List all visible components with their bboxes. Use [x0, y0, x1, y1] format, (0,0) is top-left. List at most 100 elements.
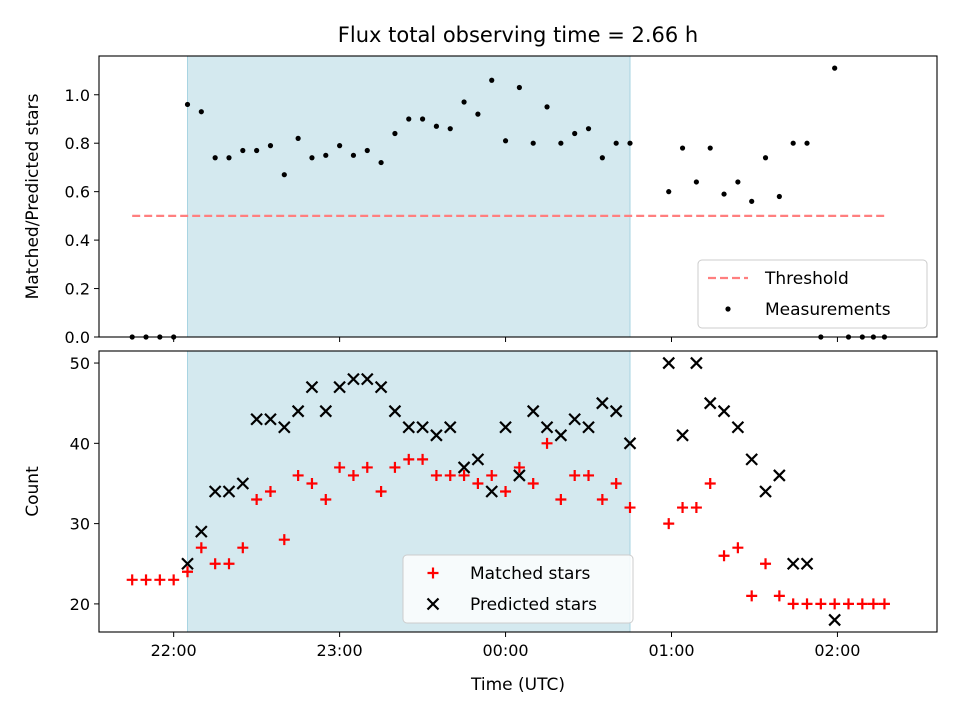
observing-window-shading [187, 55, 631, 338]
measurements-point [212, 155, 218, 161]
predicted-stars-point [181, 557, 194, 571]
predicted-stars-point [319, 404, 333, 418]
predicted-stars-point [596, 396, 609, 410]
matched-stars-point [663, 518, 675, 530]
predicted-stars-point [690, 356, 703, 370]
matched-stars-point [389, 461, 401, 473]
measurements-point [832, 65, 838, 71]
predicted-stars-point [676, 429, 689, 442]
matched-stars-point [856, 598, 868, 610]
measurements-point [406, 116, 412, 122]
measurements-point [364, 147, 370, 154]
predicted-stars-point [333, 380, 346, 394]
matched-stars-point [195, 542, 207, 554]
matched-stars-point [347, 469, 359, 481]
measurements-point [392, 130, 398, 137]
x-tick-label: 22:00 [151, 641, 197, 660]
legend-measurements-swatch [725, 306, 731, 312]
axes-frame [98, 55, 938, 338]
matched-stars-point [773, 590, 785, 602]
measurements-point [281, 172, 287, 178]
matched-stars-point [320, 494, 332, 506]
matched-stars-point [801, 598, 813, 610]
matched-stars-point [527, 477, 539, 489]
measurements-point [240, 147, 246, 154]
predicted-stars-point [513, 469, 526, 482]
matched-stars-point [430, 469, 442, 481]
predicted-stars-point [554, 429, 568, 442]
measurements-point [735, 179, 741, 185]
x-tick-label: 02:00 [814, 641, 860, 660]
measurements-point [254, 147, 260, 154]
matched-stars-point [596, 494, 608, 506]
matched-stars-point [704, 477, 716, 489]
matched-stars-point [500, 486, 512, 497]
predicted-stars-point [471, 453, 485, 466]
measurements-point [378, 159, 384, 166]
matched-stars-point [555, 494, 567, 506]
measurements-point [572, 130, 578, 137]
predicted-stars-point [800, 557, 814, 571]
measurements-point [337, 143, 343, 149]
measurements-point [762, 155, 769, 161]
matched-stars-point [182, 566, 194, 578]
legend-matched-swatch [427, 567, 439, 579]
matched-stars-point [168, 574, 180, 586]
measurements-point [461, 99, 467, 105]
measurements-point [721, 191, 727, 197]
y-tick-label: 1.0 [65, 86, 90, 105]
measurements-point [295, 135, 301, 141]
predicted-stars-point [388, 404, 402, 418]
measurements-point [184, 101, 191, 108]
matched-stars-point [513, 461, 525, 473]
predicted-stars-point [717, 404, 731, 418]
measurements-point [530, 140, 536, 146]
legend: Threshold Measurements [697, 259, 928, 329]
predicted-stars-point [347, 372, 360, 386]
y-tick-label: 0.0 [65, 328, 90, 347]
measurements-point [804, 140, 810, 146]
matched-stars-point [472, 477, 484, 489]
matched-stars-point [140, 574, 152, 586]
measurements-point [489, 77, 495, 83]
x-axis-label: Time (UTC) [470, 675, 565, 695]
predicted-stars-point [731, 420, 745, 434]
measurements-point [309, 155, 315, 161]
predicted-stars-point [443, 420, 457, 434]
matched-stars-point [690, 502, 702, 514]
predicted-stars-point [703, 396, 717, 410]
predicted-stars-point [278, 420, 291, 434]
matched-stars-point [361, 461, 373, 473]
predicted-stars-point [360, 372, 374, 386]
matched-stars-point [583, 469, 595, 481]
measurements-point [475, 111, 481, 117]
ratio-panel: 0.0 0.2 0.4 0.6 0.8 1.0 Matched/Predicted star… [23, 55, 938, 347]
predicted-stars-point [745, 453, 758, 466]
measurements-point [613, 140, 619, 146]
predicted-stars-point [582, 420, 595, 434]
predicted-stars-point [540, 420, 554, 434]
predicted-stars-point [236, 477, 250, 490]
y-tick-label: 0.2 [65, 280, 90, 299]
measurements-point [679, 145, 686, 151]
matched-stars-point [334, 461, 346, 473]
legend: Matched stars Predicted stars [402, 554, 634, 624]
matched-stars-point [458, 469, 470, 481]
legend-label: Threshold [764, 269, 849, 289]
figure-title: Flux total observing time = 2.66 h [338, 23, 698, 47]
measurements-point [544, 104, 550, 110]
axes-frame [98, 350, 938, 633]
predicted-stars-point [499, 420, 512, 434]
y-tick-label: 0.6 [65, 183, 90, 202]
measurements-point [776, 193, 782, 200]
matched-stars-point [760, 558, 772, 570]
measurements-point [447, 126, 453, 132]
matched-stars-point [486, 469, 498, 481]
y-tick-label: 0.4 [65, 231, 90, 250]
y-tick-label: 40 [70, 434, 90, 453]
predicted-stars-point [828, 613, 841, 627]
matched-stars-point [154, 574, 166, 586]
predicted-stars-point [457, 461, 471, 474]
y-tick-label: 0.8 [65, 134, 90, 153]
matched-stars-series [126, 437, 890, 610]
